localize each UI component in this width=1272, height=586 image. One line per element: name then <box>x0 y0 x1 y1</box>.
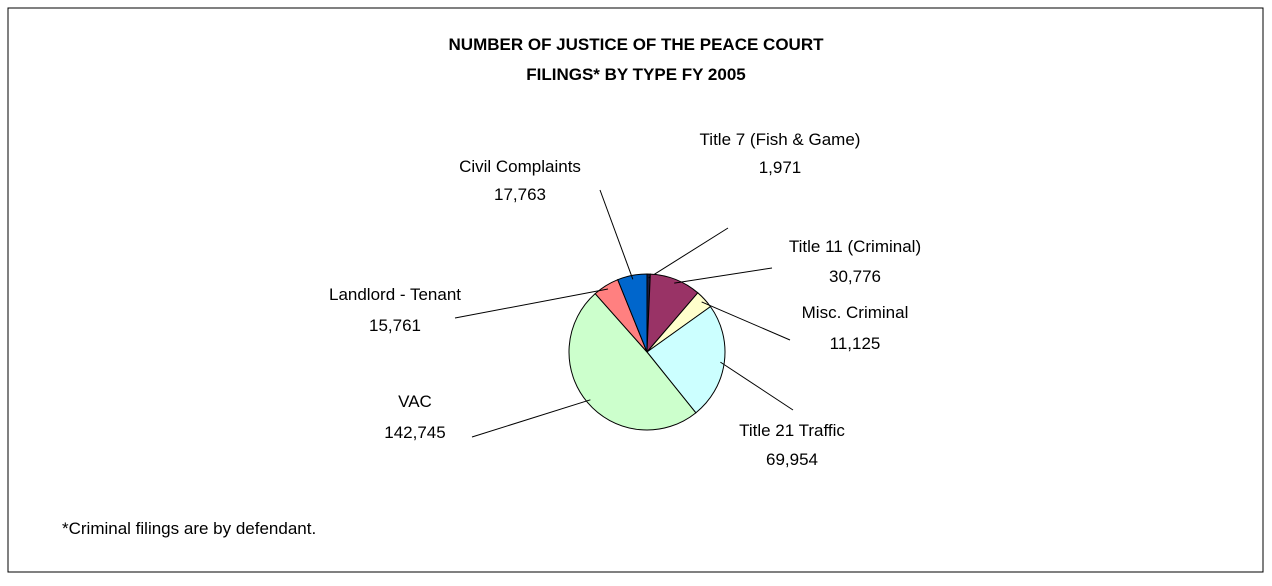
slice-label: VAC <box>398 392 432 411</box>
pie-slice <box>568 292 697 431</box>
value-label: 69,954 <box>766 450 818 469</box>
slice-label: Civil Complaints <box>459 157 581 176</box>
leader-line <box>674 267 773 284</box>
leader-line <box>648 227 729 279</box>
slice-label: Title 21 Traffic <box>739 421 845 440</box>
footnote: *Criminal filings are by defendant. <box>62 519 316 538</box>
leader-line <box>720 361 794 411</box>
slice-label: Title 11 (Criminal) <box>789 237 921 256</box>
value-label: 17,763 <box>494 185 546 204</box>
leader-line <box>701 301 791 341</box>
value-label: 15,761 <box>369 316 421 335</box>
slice-label: Misc. Criminal <box>802 303 909 322</box>
value-label: 1,971 <box>759 158 802 177</box>
value-label: 30,776 <box>829 267 881 286</box>
value-label: 11,125 <box>830 334 881 353</box>
leader-line <box>454 288 609 319</box>
leader-line <box>471 399 591 438</box>
value-label: 142,745 <box>384 423 445 442</box>
pie-slice <box>617 273 648 353</box>
pie-slice <box>646 305 726 414</box>
leader-line <box>599 189 634 280</box>
chart-title: NUMBER OF JUSTICE OF THE PEACE COURT <box>449 35 825 54</box>
slice-label: Title 7 (Fish & Game) <box>700 130 861 149</box>
slice-label: Landlord - Tenant <box>329 285 461 304</box>
chart-title: FILINGS* BY TYPE FY 2005 <box>526 65 746 84</box>
